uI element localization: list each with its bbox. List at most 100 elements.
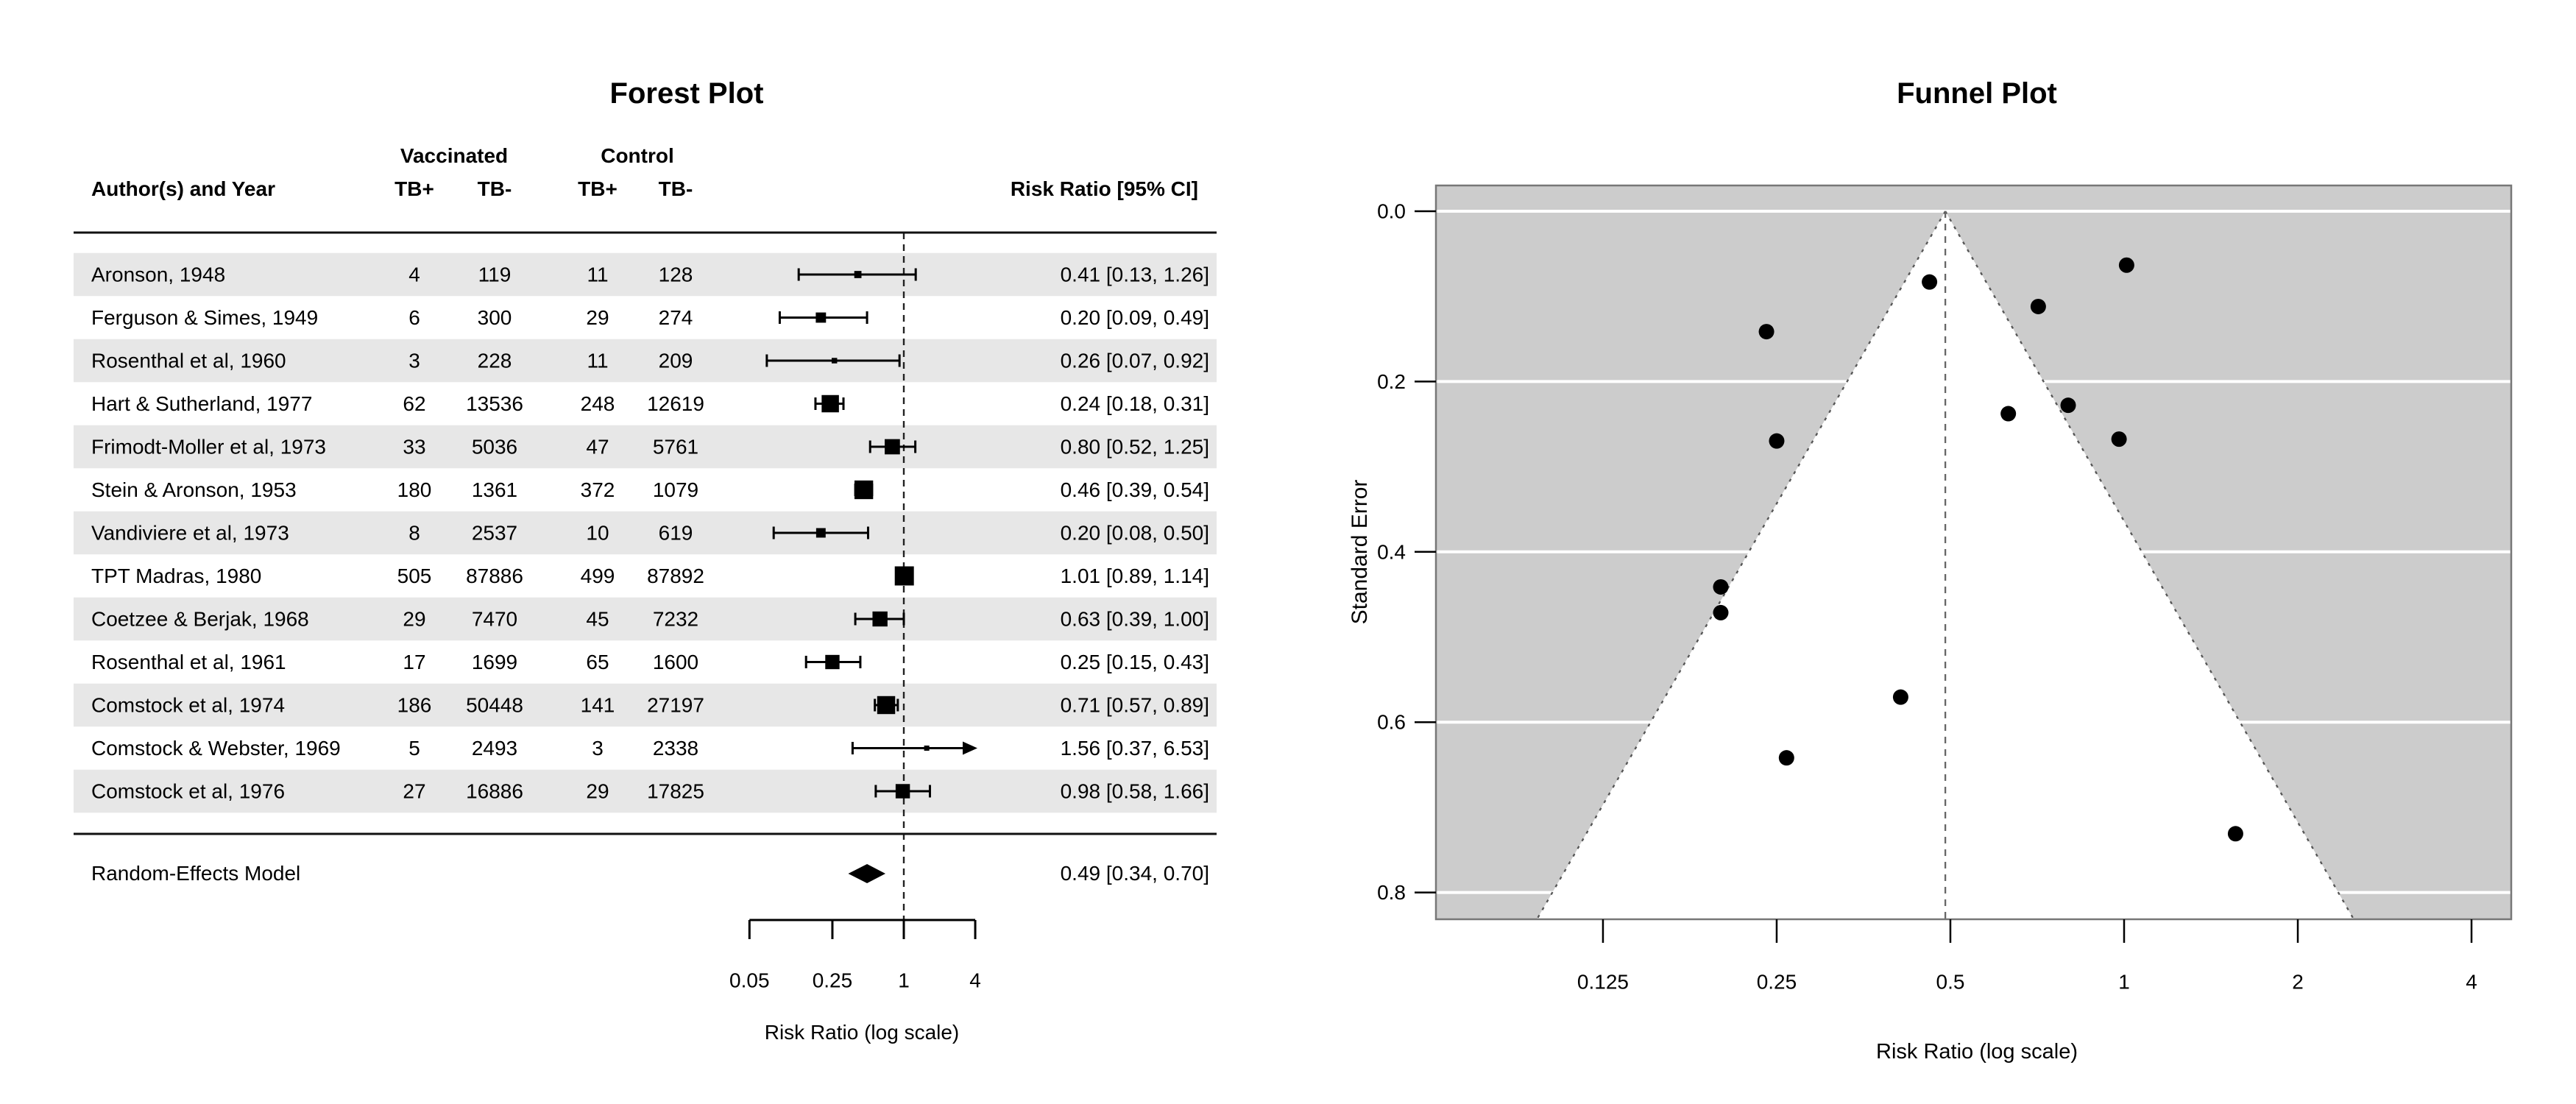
funnel-point (2030, 298, 2046, 314)
y-axis-tick-label: 0.8 (1377, 881, 1406, 904)
row-shade-band (74, 769, 1217, 813)
study-control-tbpos: 10 (586, 522, 609, 545)
study-vaccinated-tbneg: 1699 (472, 651, 517, 673)
point-estimate-square (885, 439, 900, 455)
study-vaccinated-tbneg: 119 (478, 263, 512, 286)
funnel-point (2000, 406, 2017, 422)
y-axis-tick-label: 0.6 (1377, 711, 1406, 734)
x-axis-tick-label: 2 (2292, 971, 2304, 994)
study-vaccinated-tbpos: 4 (408, 263, 420, 286)
x-axis-tick-label: 4 (2466, 971, 2477, 994)
study-control-tbpos: 3 (592, 737, 604, 760)
study-vaccinated-tbneg: 300 (478, 306, 512, 329)
study-risk-ratio-ci: 0.98 [0.58, 1.66] (1061, 780, 1209, 803)
y-axis-tick-label: 0.2 (1377, 370, 1406, 393)
study-vaccinated-tbpos: 29 (403, 608, 425, 631)
point-estimate-square (815, 528, 826, 538)
study-control-tbpos: 499 (581, 565, 615, 587)
study-vaccinated-tbpos: 180 (397, 478, 432, 501)
funnel-x-axis-title: Risk Ratio (log scale) (1876, 1040, 2078, 1064)
study-vaccinated-tbpos: 17 (403, 651, 425, 673)
study-author-label: Rosenthal et al, 1961 (91, 651, 286, 673)
study-control-tbneg: 12619 (647, 392, 704, 415)
forest-header-risk-ratio: Risk Ratio [95% CI] (1010, 177, 1198, 200)
study-risk-ratio-ci: 0.71 [0.57, 0.89] (1061, 694, 1209, 717)
study-vaccinated-tbneg: 2493 (472, 737, 517, 760)
point-estimate-square (895, 784, 910, 799)
x-axis-tick-label: 0.125 (1577, 971, 1629, 994)
forest-header-author: Author(s) and Year (91, 177, 275, 200)
study-vaccinated-tbneg: 5036 (472, 436, 517, 459)
study-control-tbneg: 1079 (653, 478, 698, 501)
study-control-tbneg: 619 (659, 522, 693, 545)
study-control-tbpos: 11 (587, 350, 608, 372)
forest-plot-graphic: Aronson, 1948 4 119 11 128 0.41 [0.13, 1.26] F… (74, 231, 1217, 992)
study-control-tbpos: 248 (581, 392, 615, 415)
study-control-tbpos: 11 (587, 263, 608, 286)
forest-subheader-con-tbneg: TB- (658, 177, 693, 200)
study-control-tbneg: 17825 (647, 780, 704, 803)
x-axis-tick-label: 4 (969, 969, 981, 992)
funnel-point (2227, 826, 2243, 842)
study-author-label: Rosenthal et al, 1960 (91, 350, 286, 372)
study-author-label: Stein & Aronson, 1953 (91, 478, 297, 501)
funnel-point (1778, 750, 1794, 766)
row-shade-band (74, 511, 1217, 555)
forest-plot-title: Forest Plot (609, 77, 764, 110)
study-vaccinated-tbneg: 87886 (466, 565, 523, 587)
study-control-tbpos: 47 (586, 436, 609, 459)
point-estimate-square (821, 394, 839, 413)
study-vaccinated-tbpos: 5 (408, 737, 420, 760)
study-control-tbneg: 2338 (653, 737, 698, 760)
forest-summary-label: Random-Effects Model (91, 862, 301, 885)
study-author-label: Comstock et al, 1974 (91, 694, 285, 717)
row-shade-band (74, 339, 1217, 383)
study-risk-ratio-ci: 0.20 [0.08, 0.50] (1061, 522, 1209, 545)
study-risk-ratio-ci: 0.46 [0.39, 0.54] (1061, 478, 1209, 501)
study-author-label: Ferguson & Simes, 1949 (91, 306, 318, 329)
point-estimate-square (825, 654, 840, 670)
funnel-border-left (1536, 210, 1947, 920)
study-vaccinated-tbneg: 7470 (472, 608, 517, 631)
point-estimate-square (854, 271, 862, 278)
funnel-point (1758, 324, 1774, 340)
study-control-tbpos: 141 (581, 694, 615, 717)
forest-group-header-vaccinated: Vaccinated (400, 144, 509, 167)
study-control-tbpos: 65 (586, 651, 609, 673)
forest-subheader-vac-tbpos: TB+ (394, 177, 434, 200)
point-estimate-square (924, 746, 930, 751)
study-risk-ratio-ci: 1.56 [0.37, 6.53] (1061, 737, 1209, 760)
study-vaccinated-tbneg: 16886 (466, 780, 523, 803)
point-estimate-square (815, 312, 827, 323)
study-vaccinated-tbpos: 62 (403, 392, 425, 415)
x-axis-tick-label: 0.25 (1757, 971, 1797, 994)
row-shade-band (74, 597, 1217, 641)
summary-diamond (848, 864, 886, 883)
funnel-plot-title: Funnel Plot (1897, 77, 2057, 110)
x-axis-tick-label: 1 (2118, 971, 2130, 994)
x-axis-tick-label: 0.5 (1936, 971, 1965, 994)
point-estimate-square (877, 696, 896, 715)
forest-axis-title: Risk Ratio (log scale) (764, 1021, 960, 1044)
funnel-point (2060, 397, 2076, 414)
forest-subheader-vac-tbneg: TB- (477, 177, 512, 200)
study-control-tbpos: 372 (581, 478, 615, 501)
point-estimate-square (831, 358, 838, 364)
funnel-border-right (1945, 210, 2355, 920)
study-author-label: Coetzee & Berjak, 1968 (91, 608, 309, 631)
study-author-label: Comstock & Webster, 1969 (91, 737, 341, 760)
point-estimate-square (854, 480, 874, 500)
study-control-tbneg: 27197 (647, 694, 704, 717)
row-shade-band (74, 425, 1217, 469)
study-author-label: Vandiviere et al, 1973 (91, 522, 289, 545)
study-control-tbpos: 29 (586, 306, 609, 329)
point-estimate-square (894, 566, 914, 586)
ci-arrowhead (963, 741, 977, 755)
forest-summary-estimate: 0.49 [0.34, 0.70] (1060, 862, 1209, 885)
funnel-point (1922, 274, 1938, 290)
point-estimate-square (872, 611, 888, 627)
study-author-label: Aronson, 1948 (91, 263, 225, 286)
study-author-label: Frimodt-Moller et al, 1973 (91, 436, 326, 459)
